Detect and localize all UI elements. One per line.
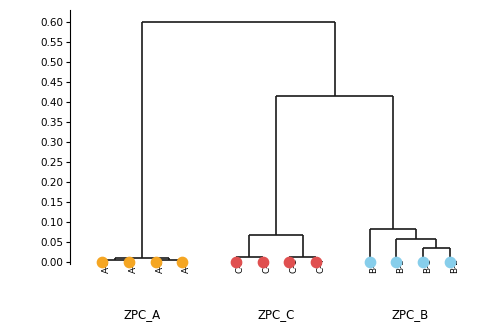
Text: C-4: C-4 (316, 258, 325, 273)
Point (446, 260, 454, 265)
Text: C-1: C-1 (290, 258, 298, 273)
Text: C-2: C-2 (236, 258, 245, 273)
Point (419, 260, 427, 265)
Point (258, 260, 266, 265)
Text: B-3: B-3 (396, 258, 406, 273)
Text: A-1: A-1 (129, 258, 138, 273)
Text: B-1: B-1 (423, 258, 432, 273)
Point (178, 260, 186, 265)
Text: ZPC_A: ZPC_A (124, 308, 161, 321)
Point (392, 260, 400, 265)
Text: B-2: B-2 (450, 258, 459, 273)
Point (98, 260, 106, 265)
Text: A-2: A-2 (102, 258, 111, 273)
Text: A-4: A-4 (182, 258, 192, 273)
Text: B-4: B-4 (370, 258, 378, 273)
Text: ZPC_C: ZPC_C (258, 308, 294, 321)
Text: A-3: A-3 (156, 258, 164, 273)
Point (152, 260, 160, 265)
Text: C-3: C-3 (262, 258, 272, 273)
Point (232, 260, 240, 265)
Point (366, 260, 374, 265)
Point (312, 260, 320, 265)
Point (125, 260, 133, 265)
Point (286, 260, 294, 265)
Text: ZPC_B: ZPC_B (391, 308, 428, 321)
